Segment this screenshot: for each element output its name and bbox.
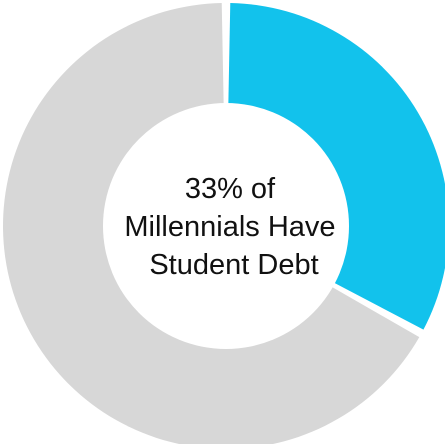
donut-hole — [103, 103, 349, 349]
center-label-line-1: 33% of — [185, 173, 276, 205]
center-label-line-3: Student Debt — [149, 249, 318, 281]
center-label-line-2: Millennials Have — [124, 211, 335, 243]
center-label: 33% of Millennials Have Student Debt — [124, 173, 343, 281]
